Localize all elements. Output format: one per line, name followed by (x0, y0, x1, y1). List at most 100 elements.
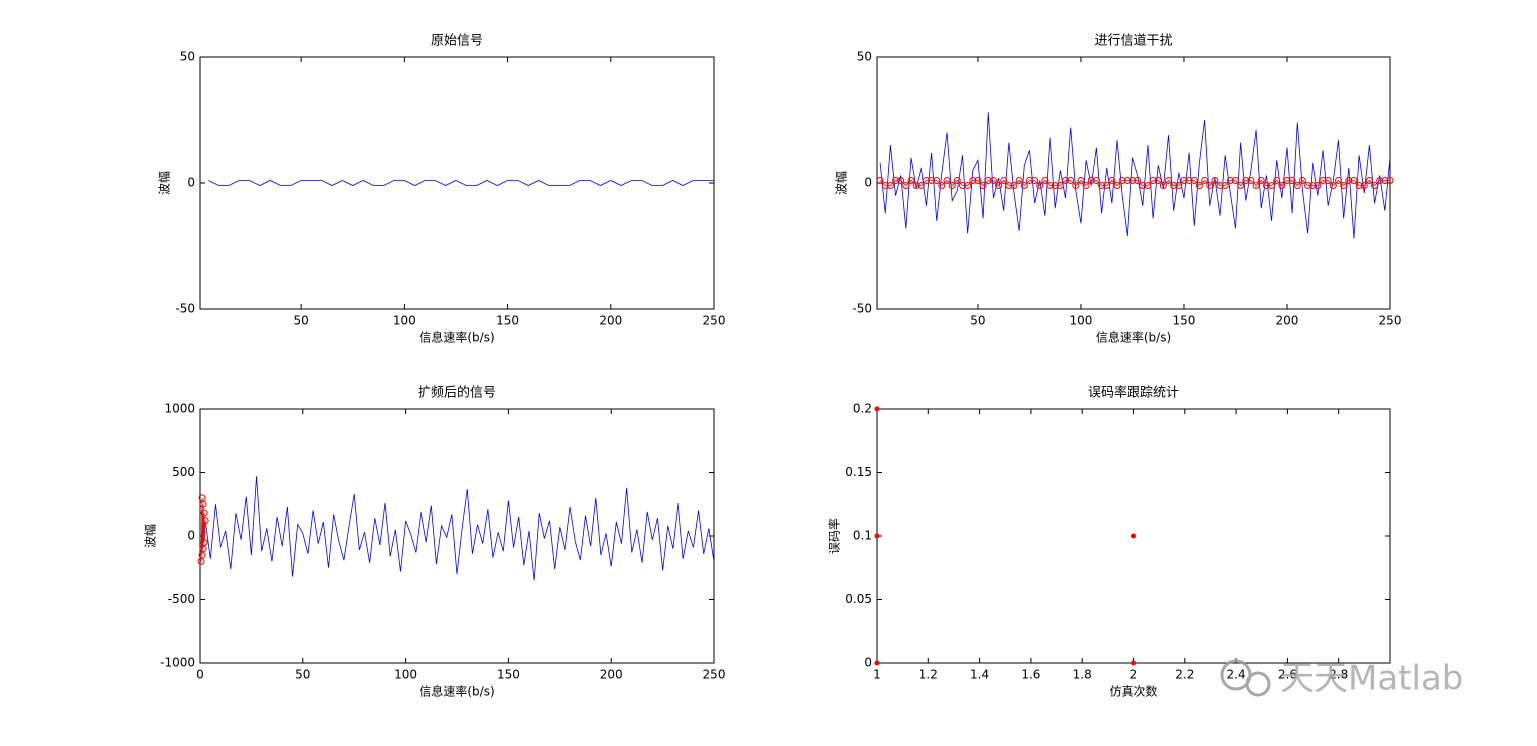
y-tick-label: 0 (864, 176, 872, 190)
x-tick-label: 1.2 (919, 668, 938, 682)
marker (1329, 182, 1337, 190)
marker (917, 182, 925, 190)
y-tick-label: 0 (187, 529, 195, 543)
marker (198, 551, 206, 559)
marker (1180, 176, 1188, 184)
x-tick-label: 200 (1276, 314, 1299, 328)
marker (1247, 176, 1255, 184)
x-tick-label: 1.8 (1073, 668, 1092, 682)
marker (1231, 176, 1239, 184)
marker (1309, 182, 1317, 190)
marker (1268, 182, 1276, 190)
marker (1283, 176, 1291, 184)
chart-title: 原始信号 (431, 34, 483, 49)
marker (1015, 176, 1023, 184)
x-tick-label: 50 (294, 314, 309, 328)
series-line (879, 112, 1391, 239)
x-tick-label: 250 (703, 668, 726, 682)
x-tick-label: 250 (703, 314, 726, 328)
y-axis-label: 误码率 (827, 518, 842, 554)
y-tick-label: 0.05 (845, 592, 872, 606)
marker (1036, 182, 1044, 190)
marker (1041, 176, 1049, 184)
marker (1131, 533, 1136, 539)
series-line (204, 476, 715, 581)
marker (1025, 176, 1033, 184)
marker (933, 176, 941, 184)
marker (1046, 182, 1054, 190)
marker (1350, 176, 1358, 184)
marker (1113, 182, 1121, 190)
y-tick-label: 50 (180, 50, 195, 64)
marker (197, 557, 205, 565)
marker (1154, 176, 1162, 184)
marker (1139, 182, 1147, 190)
x-tick-label: 250 (1379, 314, 1402, 328)
marker (1206, 182, 1214, 190)
marker (1128, 176, 1136, 184)
marker (1221, 182, 1229, 190)
marker (1067, 176, 1075, 184)
marker (902, 182, 910, 190)
marker (1190, 176, 1198, 184)
marker (907, 176, 915, 184)
marker (1304, 182, 1312, 190)
marker (1082, 182, 1090, 190)
marker (1345, 176, 1353, 184)
marker (1381, 176, 1389, 184)
marker (943, 176, 951, 184)
marker (886, 182, 894, 190)
x-tick-label: 0 (196, 668, 204, 682)
x-tick-label: 2.4 (1227, 668, 1246, 682)
marker (1201, 176, 1209, 184)
watermark: 天天Matlab (1220, 659, 1463, 699)
marker (984, 176, 992, 184)
marker (1005, 182, 1013, 190)
y-axis-label: 波幅 (157, 171, 172, 195)
x-tick-label: 2 (1130, 668, 1138, 682)
y-tick-label: 0 (864, 656, 872, 670)
marker (953, 176, 961, 184)
marker (1108, 176, 1116, 184)
marker (948, 182, 956, 190)
marker (1262, 182, 1270, 190)
marker (892, 176, 900, 184)
y-tick-label: 50 (857, 50, 872, 64)
x-tick-label: 2.8 (1329, 668, 1348, 682)
marker (1252, 182, 1260, 190)
y-tick-label: 0.15 (845, 465, 872, 479)
marker (1051, 182, 1059, 190)
marker (989, 176, 997, 184)
x-tick-label: 2.6 (1278, 668, 1297, 682)
marker (1288, 176, 1296, 184)
marker (1371, 182, 1379, 190)
y-tick-label: -500 (168, 592, 195, 606)
chart-title: 进行信道干扰 (1094, 34, 1172, 49)
x-axis-label: 仿真次数 (1109, 684, 1157, 699)
marker (1195, 182, 1203, 190)
marker (199, 545, 207, 553)
marker (874, 660, 880, 666)
x-tick-label: 50 (970, 314, 985, 328)
marker (969, 176, 977, 184)
marker (1334, 176, 1342, 184)
marker (1077, 176, 1085, 184)
x-tick-label: 100 (393, 314, 416, 328)
y-tick-label: 500 (172, 465, 195, 479)
y-tick-label: -50 (175, 302, 195, 316)
marker (1360, 182, 1368, 190)
marker (1237, 182, 1245, 190)
marker (1087, 176, 1095, 184)
marker (198, 494, 206, 502)
marker (1149, 176, 1157, 184)
x-axis-label: 信息速率(b/s) (1096, 330, 1171, 345)
marker (1226, 176, 1234, 184)
marker (881, 182, 889, 190)
marker (1010, 182, 1018, 190)
marker (1056, 182, 1064, 190)
x-tick-label: 150 (497, 668, 520, 682)
marker (201, 517, 209, 525)
x-tick-label: 200 (599, 314, 622, 328)
marker (1031, 176, 1039, 184)
